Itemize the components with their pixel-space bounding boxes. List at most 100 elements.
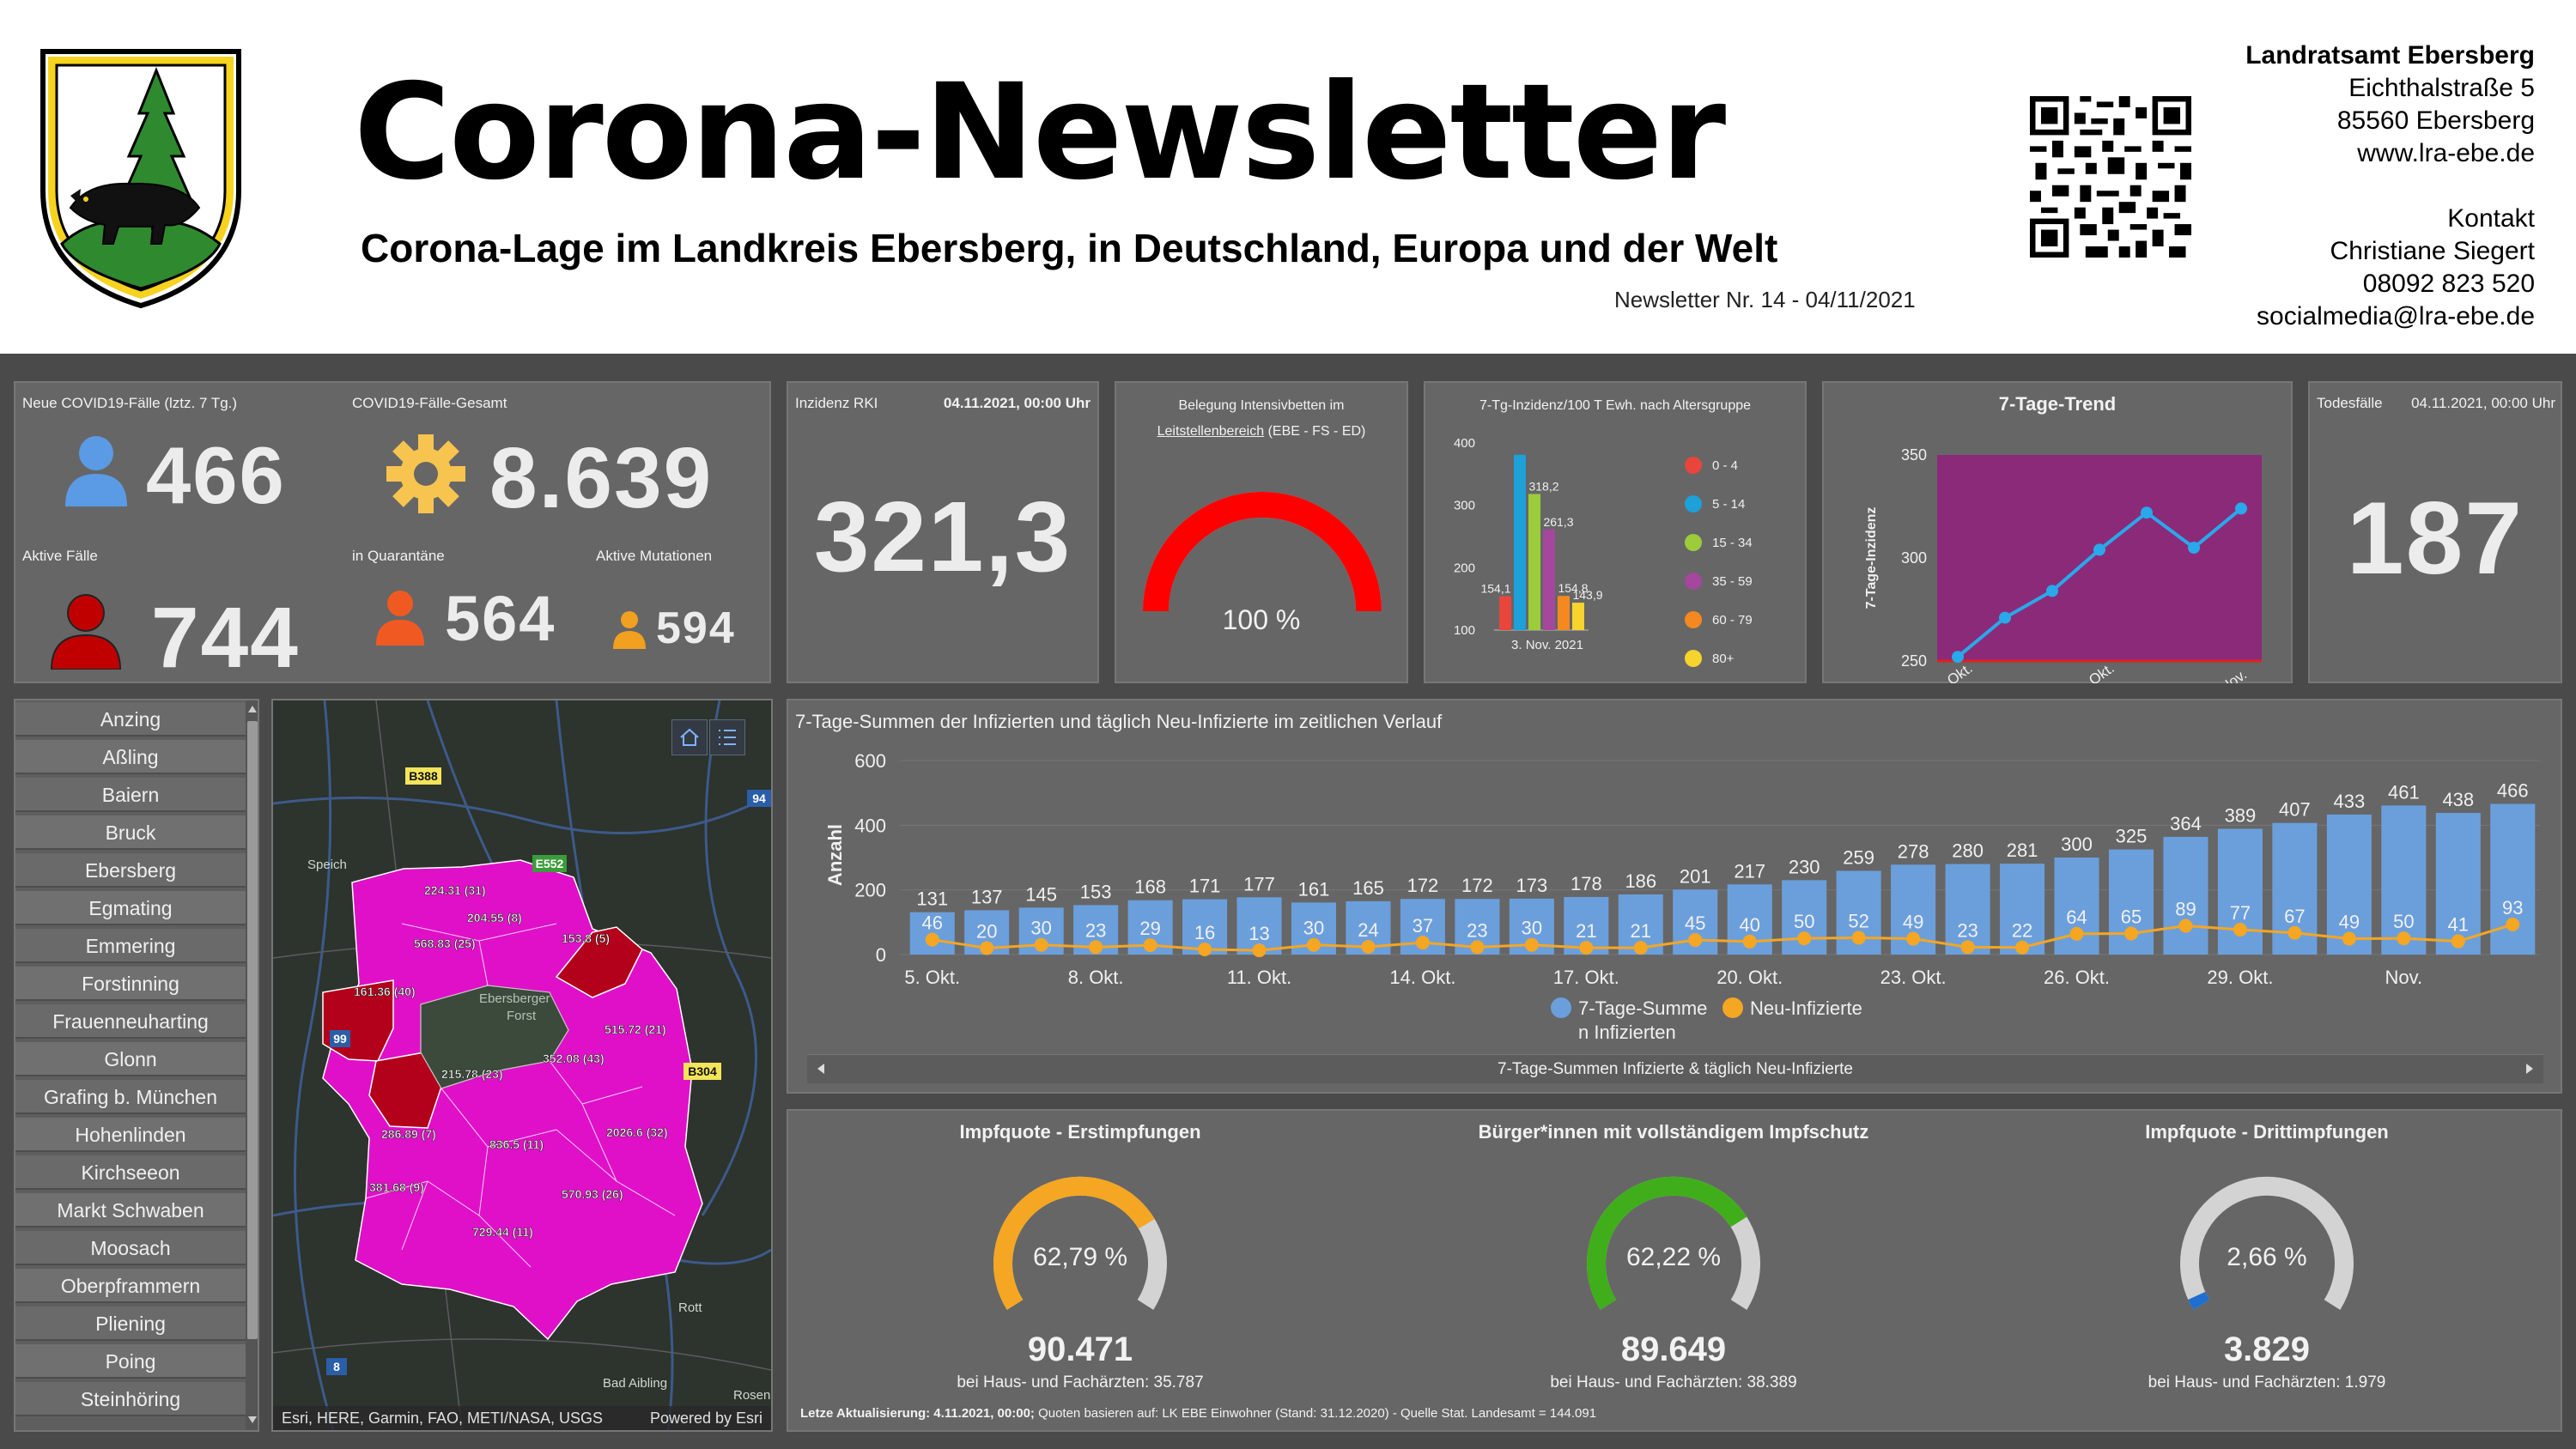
municipality-item[interactable]: Glonn	[15, 1042, 246, 1076]
municipality-item[interactable]: Ebersberg	[15, 853, 246, 888]
ts-bar	[2381, 805, 2427, 955]
ts-x-tick: 20. Okt.	[1716, 967, 1783, 988]
ts-x-tick: 29. Okt.	[2207, 967, 2273, 988]
ts-x-tick: Nov.	[2385, 967, 2423, 988]
district-label: 836.5 (11)	[489, 1137, 544, 1151]
map-attribution: Esri, HERE, Garmin, FAO, METI/NASA, USGS…	[273, 1406, 771, 1430]
vaccination-subtext: bei Haus- und Fachärzten: 38.389	[1550, 1373, 1797, 1391]
municipality-item[interactable]: Moosach	[15, 1231, 246, 1265]
municipality-item[interactable]: Markt Schwaben	[15, 1193, 246, 1228]
deaths-panel: Todesfälle 04.11.2021, 00:00 Uhr 187	[2308, 381, 2562, 683]
district-label: 215.78 (23)	[441, 1067, 503, 1081]
icu-subtitle-region: (EBE - FS - ED)	[1264, 424, 1366, 439]
vaccination-card: Bürger*innen mit vollständigem Impfschut…	[1382, 1111, 1965, 1403]
vaccination-subtext: bei Haus- und Fachärzten: 35.787	[957, 1373, 1204, 1391]
municipality-item[interactable]: Grafing b. München	[15, 1080, 246, 1114]
ts-point	[2451, 934, 2465, 949]
icu-panel: Belegung Intensivbetten im Leitstellenbe…	[1115, 381, 1408, 683]
vaccination-gauge-fill	[993, 1176, 1167, 1310]
ts-point-label: 93	[2502, 897, 2523, 919]
scroll-down-icon[interactable]	[248, 1416, 257, 1423]
ts-bar	[1945, 864, 1990, 955]
ts-point-label: 52	[1848, 910, 1868, 931]
age-bar-label: 261,3	[1543, 515, 1573, 529]
nav-left-icon[interactable]	[817, 1064, 824, 1074]
scrollbar-thumb[interactable]	[247, 721, 258, 1339]
ts-point-label: 23	[1957, 919, 1978, 941]
ts-bar-label: 172	[1407, 875, 1439, 896]
age-legend-swatch	[1685, 534, 1702, 551]
municipality-item[interactable]: Steinhöring	[15, 1382, 246, 1416]
powered-by-esri-link[interactable]: Powered by Esri	[649, 1410, 762, 1427]
contact-label: Kontakt	[2447, 204, 2535, 233]
municipality-item[interactable]: Poing	[15, 1344, 246, 1379]
age-legend-swatch	[1685, 457, 1702, 474]
incidence-panel: Inzidenz RKI 04.11.2021, 00:00 Uhr 321,3	[787, 381, 1099, 683]
ts-point-label: 30	[1303, 918, 1324, 939]
place-label: Bad Aibling	[603, 1376, 667, 1391]
ts-y-tick: 600	[854, 750, 886, 772]
nav-right-icon[interactable]	[2526, 1064, 2533, 1074]
municipality-item[interactable]: Baiern	[15, 778, 246, 812]
icu-subtitle-link[interactable]: Leitstellenbereich	[1157, 424, 1265, 439]
qr-code-icon[interactable]	[2030, 96, 2191, 258]
layer-list-button[interactable]	[709, 719, 745, 755]
ts-bar-label: 186	[1625, 870, 1656, 892]
municipality-item[interactable]: Emmering	[15, 929, 246, 963]
timeseries-title: 7-Tage-Summen der Infizierten und täglic…	[795, 711, 1443, 732]
age-bar	[1572, 603, 1584, 630]
home-button[interactable]	[671, 719, 708, 755]
home-icon	[680, 728, 699, 746]
place-label: Speich	[307, 858, 347, 872]
municipality-item[interactable]: Oberpframmern	[15, 1269, 246, 1303]
municipality-item[interactable]: Anzing	[15, 702, 246, 737]
municipality-item[interactable]: Bruck	[15, 815, 246, 850]
municipality-item[interactable]: Hohenlinden	[15, 1118, 246, 1152]
district-map[interactable]: B388 E552 B304 94 99 8 Speich Rott Bad A…	[271, 699, 773, 1432]
ts-point-label: 21	[1631, 920, 1651, 942]
forest-label: Forst	[507, 1009, 537, 1023]
trend-point	[2141, 506, 2153, 519]
ts-point-label: 23	[1085, 919, 1106, 941]
ts-x-tick: 5. Okt.	[904, 967, 960, 988]
age-incidence-panel: 7-Tg-Inzidenz/100 T Ewh. nach Altersgrup…	[1424, 381, 1807, 683]
scroll-up-icon[interactable]	[248, 706, 257, 712]
municipality-item[interactable]: Egmating	[15, 891, 246, 925]
municipality-item[interactable]: Kirchseeon	[15, 1155, 246, 1190]
age-bar-label: 154,8	[1558, 581, 1588, 595]
municipality-item[interactable]: Pliening	[15, 1307, 246, 1341]
active-cases-value: 744	[151, 590, 300, 686]
incidence-label: Inzidenz RKI	[795, 395, 878, 411]
list-scrollbar[interactable]	[246, 700, 258, 1430]
org-website-link[interactable]: www.lra-ebe.de	[2357, 139, 2535, 167]
ts-bar-label: 438	[2442, 789, 2474, 810]
ts-bar-label: 161	[1298, 878, 1330, 900]
age-chart-title: 7-Tg-Inzidenz/100 T Ewh. nach Altersgrup…	[1479, 398, 1752, 413]
map-canvas[interactable]: B388 E552 B304 94 99 8 Speich Rott Bad A…	[273, 700, 771, 1430]
ts-point	[1252, 943, 1267, 958]
trend-y-tick: 350	[1901, 446, 1927, 464]
municipality-item[interactable]: Aßling	[15, 740, 246, 774]
municipality-item[interactable]: Frauenneuharting	[15, 1004, 246, 1039]
age-legend-label: 15 - 34	[1712, 536, 1753, 550]
road-shield: E552	[536, 857, 564, 870]
age-legend-label: 60 - 79	[1712, 613, 1753, 627]
ts-y-tick: 0	[876, 944, 886, 966]
district-label: 2026.6 (32)	[606, 1125, 668, 1139]
age-bar	[1499, 596, 1511, 630]
vaccination-gauge	[1587, 1176, 1760, 1310]
ts-x-tick: 11. Okt.	[1227, 967, 1291, 988]
trend-x-tick: 28. Okt.	[1924, 660, 1976, 683]
quarantine-value: 564	[445, 583, 556, 654]
municipality-item[interactable]: Forstinning	[15, 967, 246, 1001]
ts-y-label: Anzahl	[824, 824, 846, 886]
cases-panel: Neue COVID19-Fälle (lztz. 7 Tg.) COVID19…	[14, 381, 771, 686]
ts-x-tick: 26. Okt.	[2044, 967, 2110, 988]
contact-email-link[interactable]: socialmedia@lra-ebe.de	[2257, 302, 2535, 330]
road-shield: 99	[333, 1032, 347, 1046]
ts-bar	[2435, 813, 2481, 955]
ts-bar-label: 178	[1571, 873, 1602, 894]
ts-point-label: 50	[1794, 911, 1814, 932]
ts-point	[1198, 942, 1212, 956]
chart-navigator[interactable]: 7-Tage-Summen Infizierte & täglich Neu-I…	[807, 1054, 2543, 1083]
